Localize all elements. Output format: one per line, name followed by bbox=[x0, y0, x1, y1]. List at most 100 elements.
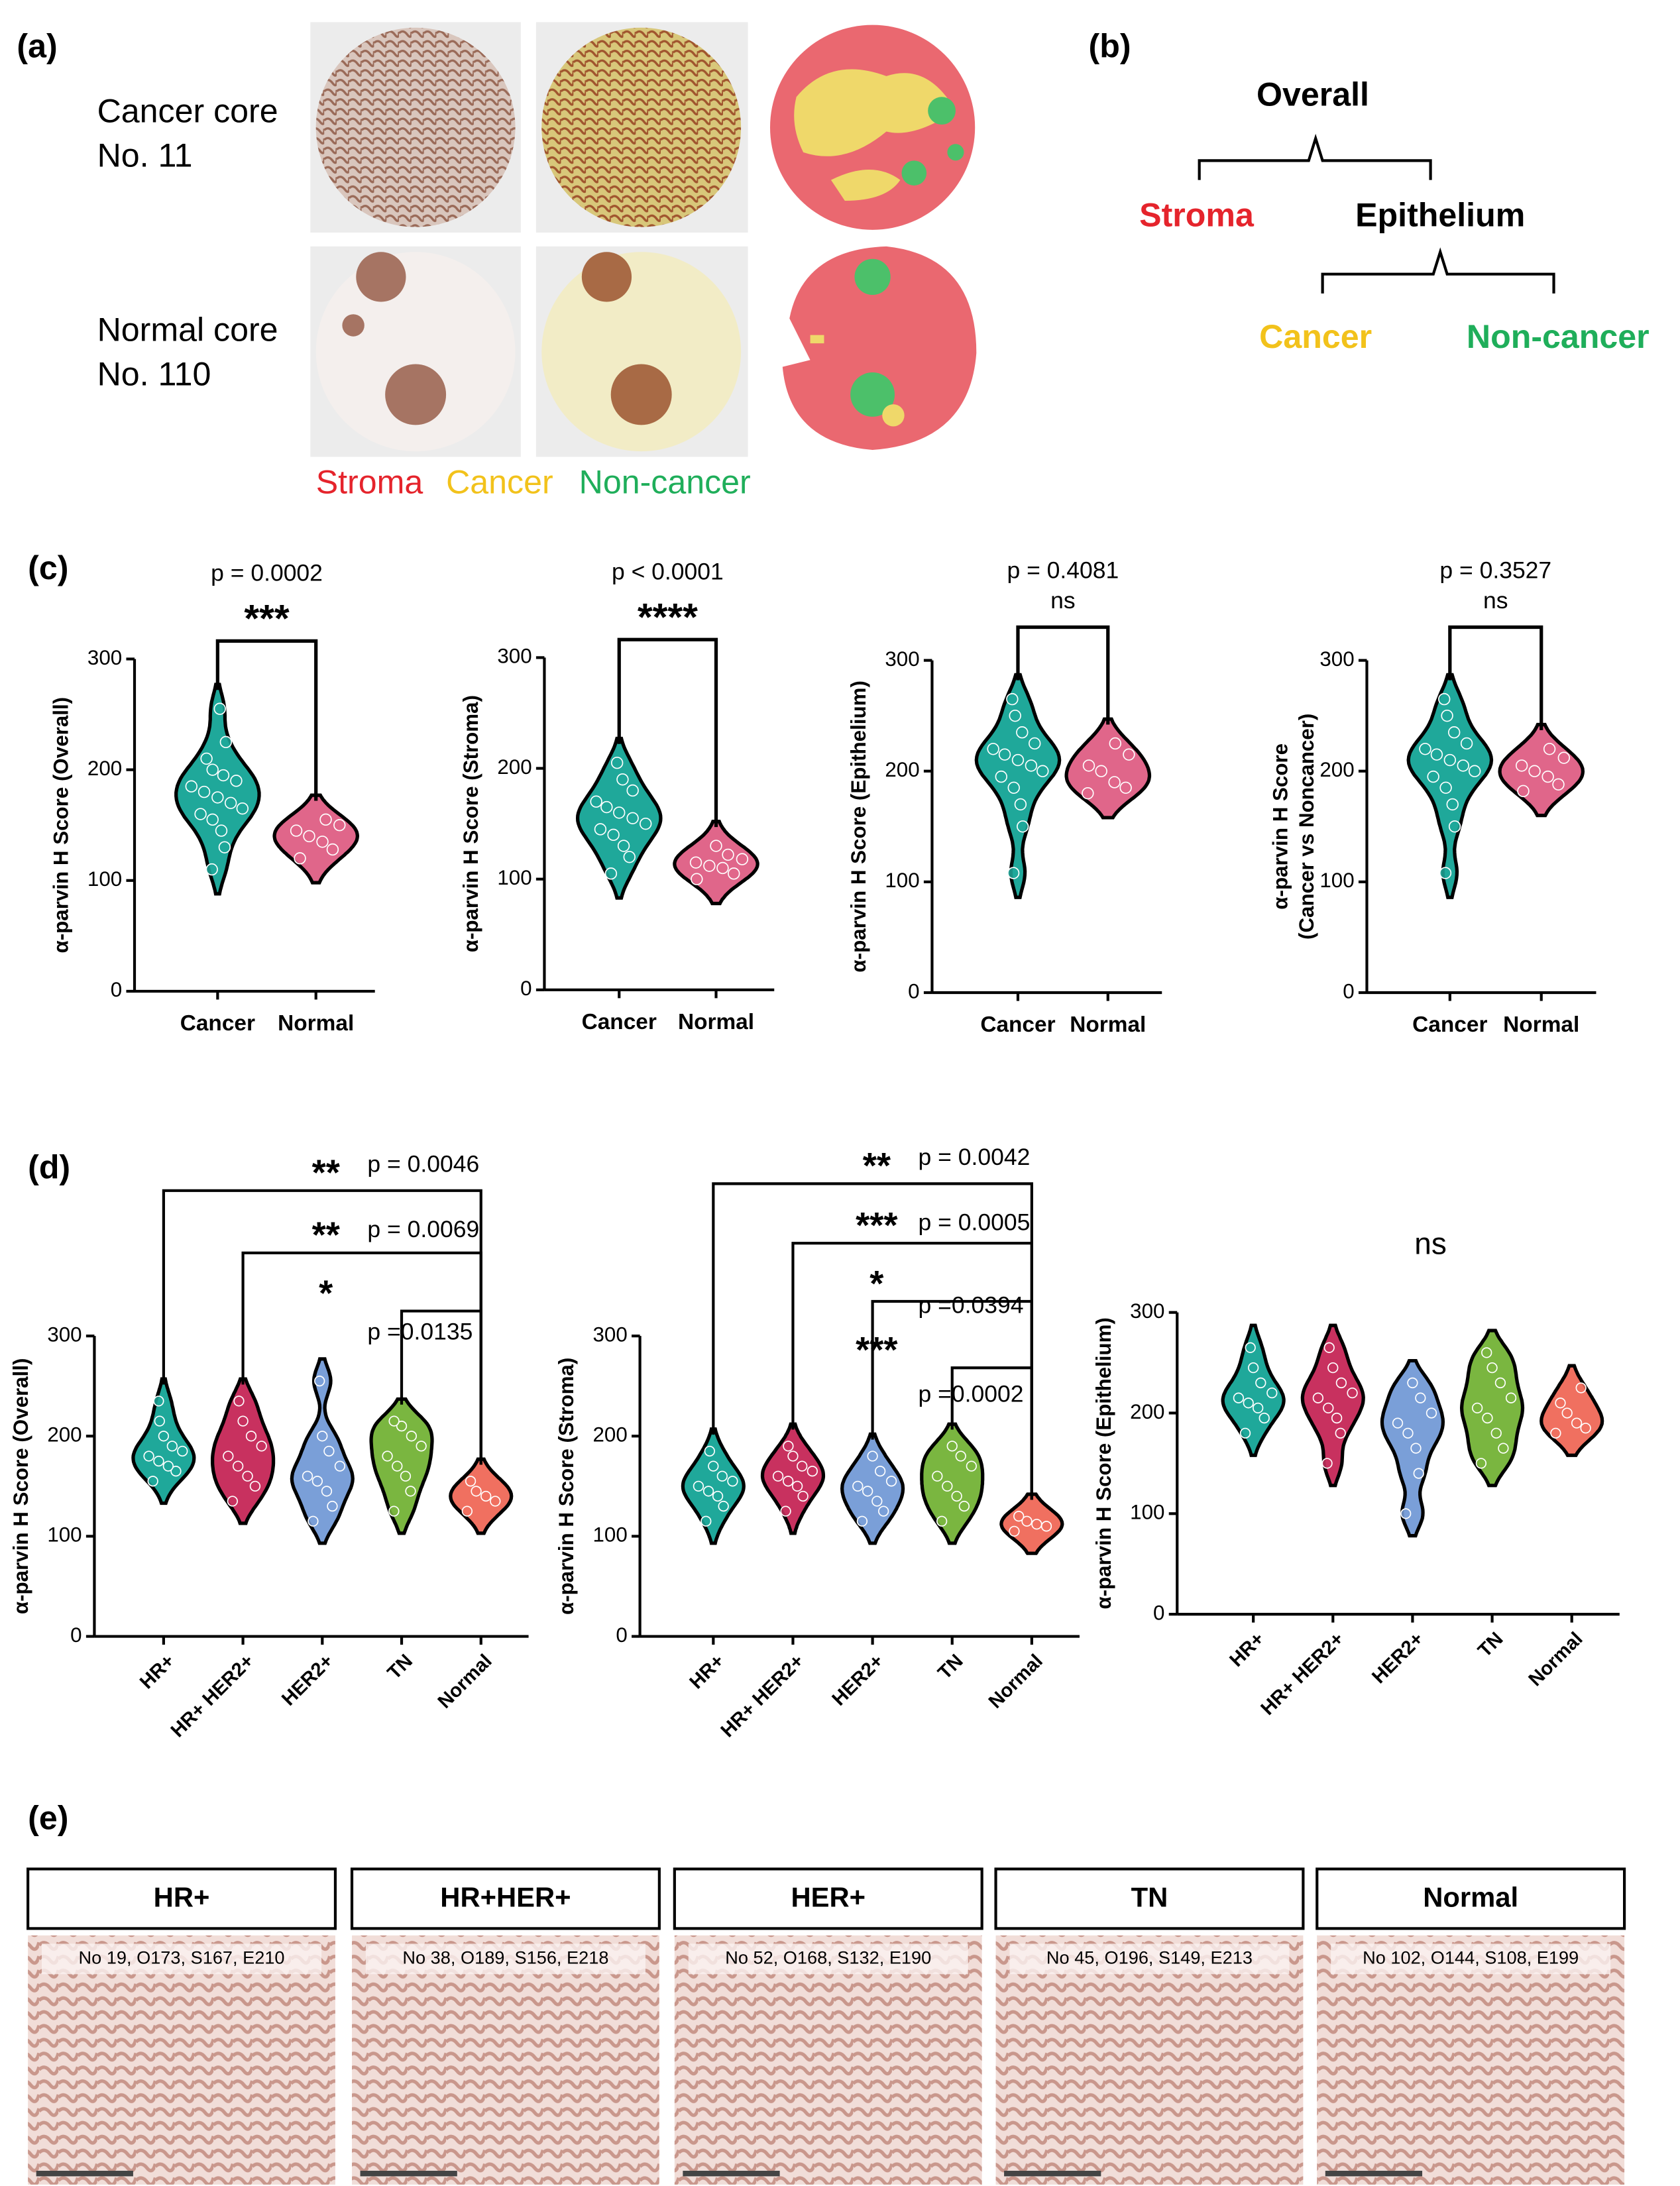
data-point bbox=[1555, 1397, 1566, 1409]
data-point bbox=[716, 861, 729, 875]
ihc-image bbox=[1317, 1935, 1625, 2185]
x-tick-label: HER2+ bbox=[278, 1651, 337, 1710]
data-point bbox=[1481, 1347, 1492, 1358]
data-point bbox=[783, 1441, 794, 1452]
x-tick-label: TN bbox=[384, 1651, 417, 1684]
significance: ** bbox=[312, 1215, 341, 1255]
significance: ns bbox=[1483, 587, 1508, 614]
y-axis-label: α-parvin H Score (Stroma) bbox=[555, 1358, 578, 1615]
data-point bbox=[224, 796, 237, 809]
data-point bbox=[206, 763, 219, 776]
data-point bbox=[392, 1460, 403, 1472]
data-point bbox=[1448, 820, 1461, 833]
y-tick-label: 200 bbox=[87, 757, 122, 780]
y-tick-label: 0 bbox=[1343, 979, 1354, 1003]
data-point bbox=[1259, 1412, 1270, 1424]
caption-bg bbox=[42, 1943, 322, 1975]
violin bbox=[840, 1432, 905, 1545]
data-point bbox=[1426, 1407, 1437, 1419]
y-tick-label: 100 bbox=[497, 866, 532, 889]
data-point bbox=[942, 1480, 953, 1492]
p-value: p = 0.0042 bbox=[919, 1144, 1031, 1170]
data-point bbox=[1446, 798, 1459, 811]
data-point bbox=[946, 1441, 958, 1452]
data-point bbox=[480, 1490, 492, 1502]
p-value: p = 0.0046 bbox=[367, 1151, 479, 1177]
data-point bbox=[1255, 1377, 1266, 1389]
panel-label: (d) bbox=[28, 1149, 70, 1186]
data-point bbox=[936, 1515, 948, 1527]
significance: *** bbox=[244, 598, 290, 641]
p-value: p = 0.0002 bbox=[211, 559, 323, 586]
x-tick-label: Cancer bbox=[180, 1011, 255, 1036]
bracket bbox=[1016, 625, 1110, 725]
data-point bbox=[689, 856, 702, 869]
data-point bbox=[727, 1476, 738, 1487]
data-point bbox=[1468, 765, 1481, 777]
data-point bbox=[290, 824, 303, 837]
legend-label: Non-cancer bbox=[579, 464, 751, 501]
data-point bbox=[323, 1445, 335, 1457]
x-tick-label: Normal bbox=[678, 1010, 754, 1034]
y-tick-label: 200 bbox=[885, 758, 919, 781]
significance: ** bbox=[312, 1152, 341, 1193]
header-box bbox=[350, 1867, 661, 1930]
violin bbox=[681, 1427, 746, 1545]
data-point bbox=[728, 867, 740, 880]
group-header: TN bbox=[1131, 1882, 1168, 1913]
x-tick-label: Cancer bbox=[582, 1010, 657, 1034]
x-tick-label: HER2+ bbox=[828, 1651, 888, 1710]
data-point bbox=[1515, 759, 1528, 772]
data-point bbox=[256, 1441, 267, 1452]
y-tick-label: 200 bbox=[47, 1423, 82, 1447]
data-point bbox=[249, 1480, 261, 1492]
header-box bbox=[994, 1867, 1305, 1930]
caption: No 19, O173, S167, E210 bbox=[79, 1947, 285, 1968]
data-point bbox=[1108, 776, 1121, 789]
x-tick-label: HR+ bbox=[686, 1651, 729, 1694]
data-point bbox=[1007, 781, 1020, 794]
caption: No 45, O196, S149, E213 bbox=[1046, 1947, 1253, 1968]
bracket bbox=[215, 639, 318, 801]
data-point bbox=[1475, 1458, 1487, 1469]
data-point bbox=[327, 1500, 338, 1512]
violin bbox=[272, 793, 360, 885]
data-point bbox=[236, 802, 249, 815]
data-point bbox=[691, 873, 703, 885]
data-point bbox=[995, 770, 1007, 783]
data-point bbox=[772, 1470, 784, 1482]
significance: *** bbox=[856, 1330, 898, 1370]
bracket bbox=[950, 1366, 1033, 1500]
caption: No 102, O144, S108, E199 bbox=[1363, 1947, 1579, 1968]
row-label: No. 11 bbox=[97, 137, 193, 174]
header-box bbox=[1316, 1867, 1626, 1930]
y-tick-label: 100 bbox=[593, 1523, 628, 1547]
data-point bbox=[223, 1450, 234, 1462]
data-point bbox=[143, 1450, 154, 1462]
significance: * bbox=[319, 1273, 333, 1313]
data-point bbox=[1543, 743, 1556, 755]
data-point bbox=[311, 1476, 323, 1487]
data-point bbox=[718, 1500, 729, 1512]
data-point bbox=[1575, 1382, 1587, 1394]
scale-bar bbox=[36, 2171, 133, 2177]
data-point bbox=[1095, 765, 1107, 777]
x-tick-label: Normal bbox=[1525, 1628, 1587, 1690]
y-tick-label: 200 bbox=[1130, 1400, 1164, 1423]
data-point bbox=[1323, 1402, 1334, 1414]
x-tick-label: Normal bbox=[985, 1651, 1047, 1713]
data-point bbox=[617, 840, 630, 852]
data-point bbox=[461, 1505, 473, 1517]
data-point bbox=[1016, 726, 1029, 739]
x-tick-label: TN bbox=[1474, 1628, 1507, 1661]
data-point bbox=[200, 752, 213, 765]
y-tick-label: 0 bbox=[1153, 1601, 1164, 1624]
legend-label: Cancer bbox=[446, 464, 553, 501]
data-point bbox=[206, 813, 219, 826]
data-point bbox=[205, 863, 218, 876]
data-point bbox=[1031, 1519, 1042, 1530]
data-point bbox=[787, 1450, 799, 1462]
brace bbox=[1198, 133, 1432, 180]
row-label: No. 110 bbox=[97, 356, 211, 393]
y-tick-label: 100 bbox=[87, 867, 122, 891]
